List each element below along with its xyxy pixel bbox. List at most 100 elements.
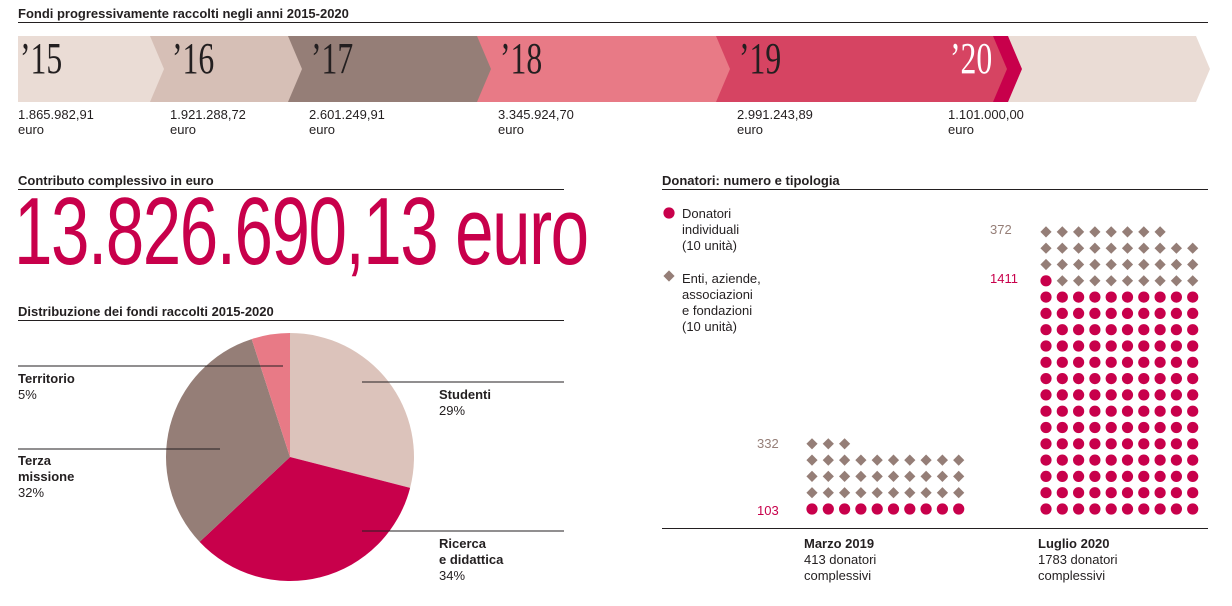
individual-donor-dot-1-75	[1121, 389, 1134, 401]
individual-donor-dot-1-81	[1056, 373, 1068, 385]
individual-donor-dot-1-106	[1138, 340, 1150, 352]
individual-donor-dot-1-14	[1105, 487, 1117, 499]
individual-donor-dot-1-83	[1089, 373, 1101, 385]
individual-donor-dot-1-113	[1089, 324, 1101, 336]
individual-donor-dot-1-119	[1187, 324, 1199, 336]
pie-slice-studenti	[290, 333, 414, 488]
individual-donor-dot-1-97	[1154, 356, 1166, 368]
individual-donor-dot-0-1	[822, 503, 834, 515]
individual-donor-dot-1-35	[1121, 454, 1134, 466]
timeline-arrow-0	[18, 36, 164, 102]
individual-donor-dot-1-57	[1154, 421, 1166, 434]
entity-donor-diamond-0-35	[887, 454, 900, 466]
individual-donor-dot-1-38	[1170, 454, 1182, 466]
individual-donor-dot-1-43	[1089, 438, 1101, 450]
individual-donor-dot-1-95	[1121, 356, 1134, 368]
individual-donor-dot-1-100	[1040, 340, 1052, 352]
legend-diamond-icon	[663, 270, 675, 282]
individual-donor-dot-1-88	[1170, 373, 1182, 385]
amount-19: 2.991.243,89 euro	[737, 107, 813, 137]
individual-donor-dot-1-122	[1073, 307, 1085, 319]
entity-donor-diamond-1-141	[1056, 275, 1068, 287]
individual-donor-dot-1-87	[1154, 373, 1166, 385]
entity-donor-diamond-1-151	[1056, 258, 1068, 271]
individual-donor-dot-1-124	[1105, 307, 1117, 319]
individual-donor-dot-1-86	[1138, 373, 1150, 385]
entity-donor-diamond-0-28	[936, 470, 948, 482]
entity-donor-diamond-1-148	[1170, 275, 1182, 287]
individual-donor-dot-1-11	[1056, 487, 1068, 499]
entity-donor-diamond-1-175	[1121, 226, 1134, 238]
column-label-2019: Marzo 2019 413 donatori complessivi	[804, 536, 877, 583]
entity-donor-diamond-0-32	[839, 454, 851, 466]
entity-donor-diamond-1-156	[1138, 258, 1150, 271]
individual-donor-dot-1-118	[1170, 324, 1182, 336]
individual-donor-dot-0-6	[904, 503, 916, 515]
entity-donor-diamond-0-30	[806, 454, 818, 466]
individual-donor-dot-1-23	[1089, 470, 1101, 482]
timeline-arrow-3	[477, 36, 730, 102]
individual-donor-dot-1-130	[1040, 291, 1052, 303]
individual-donor-dot-0-4	[871, 503, 883, 515]
timeline-tail	[1000, 36, 1210, 102]
individual-donor-dot-1-31	[1056, 454, 1068, 466]
year-label-16: ’16	[172, 34, 215, 83]
pie-label-territorio: Territorio 5%	[18, 371, 75, 402]
individual-donor-dot-1-68	[1170, 405, 1182, 417]
entity-donor-diamond-1-161	[1056, 242, 1068, 254]
individual-donor-dot-1-111	[1056, 324, 1068, 336]
individual-donor-dot-1-90	[1040, 356, 1052, 368]
entity-donor-diamond-0-10	[806, 487, 818, 499]
individual-donor-dot-1-52	[1073, 421, 1085, 434]
individual-donor-dot-1-140	[1040, 275, 1052, 287]
individual-donor-dot-1-92	[1073, 356, 1085, 368]
individual-donor-dot-1-24	[1105, 470, 1117, 482]
individual-donor-dot-1-139	[1187, 291, 1199, 303]
individual-donor-dot-1-109	[1187, 340, 1199, 352]
individual-donor-dot-1-64	[1105, 405, 1117, 417]
individual-donor-dot-1-22	[1073, 470, 1085, 482]
individual-donor-dot-1-79	[1187, 389, 1199, 401]
amount-18: 3.345.924,70 euro	[498, 107, 574, 137]
entity-donor-diamond-0-29	[953, 470, 965, 482]
individual-donor-dot-1-123	[1089, 307, 1101, 319]
entity-donor-diamond-0-22	[839, 470, 851, 482]
donors-bottom-rule	[662, 528, 1208, 529]
entity-donor-diamond-1-170	[1040, 226, 1052, 238]
entity-donor-diamond-0-33	[855, 454, 867, 466]
entity-donor-diamond-1-145	[1121, 275, 1134, 287]
entity-donor-diamond-0-12	[839, 487, 851, 499]
entity-donor-diamond-1-144	[1105, 275, 1117, 287]
individual-donor-dot-1-10	[1040, 487, 1052, 499]
entity-donor-diamond-1-154	[1105, 258, 1117, 271]
individual-donor-dot-1-34	[1105, 454, 1117, 466]
individual-donor-dot-1-56	[1138, 421, 1150, 434]
individual-donor-dot-1-69	[1187, 405, 1199, 417]
individual-donor-dot-1-3	[1089, 503, 1101, 515]
entity-donor-diamond-1-160	[1040, 242, 1052, 254]
individual-donor-dot-1-47	[1154, 438, 1166, 450]
individual-donor-dot-1-44	[1105, 438, 1117, 450]
individual-donor-dot-0-3	[855, 503, 867, 515]
individual-donor-dot-1-136	[1138, 291, 1150, 303]
entity-donor-diamond-1-159	[1187, 258, 1199, 271]
individual-donor-dot-1-99	[1187, 356, 1199, 368]
entity-donor-diamond-1-157	[1154, 258, 1166, 271]
individual-donor-dot-1-110	[1040, 324, 1052, 336]
entity-donor-diamond-0-40	[806, 438, 818, 450]
pie-label-terza-missione: Terza missione 32%	[18, 453, 75, 500]
individual-donor-dot-1-137	[1154, 291, 1166, 303]
entity-donor-diamond-0-13	[855, 487, 867, 499]
individual-donor-dot-1-126	[1138, 307, 1150, 319]
individual-donor-dot-1-96	[1138, 356, 1150, 368]
entity-donor-diamond-0-20	[806, 470, 818, 482]
individual-donor-dot-0-8	[936, 503, 949, 515]
count-entities-2020: 372	[990, 222, 1012, 237]
entity-donor-diamond-1-172	[1073, 226, 1085, 238]
individual-donor-dot-1-0	[1040, 503, 1052, 515]
individual-donor-dot-1-65	[1121, 405, 1134, 417]
individual-donor-dot-1-60	[1040, 405, 1052, 417]
individual-donor-dot-1-98	[1170, 356, 1182, 368]
entity-donor-diamond-1-153	[1089, 258, 1101, 271]
